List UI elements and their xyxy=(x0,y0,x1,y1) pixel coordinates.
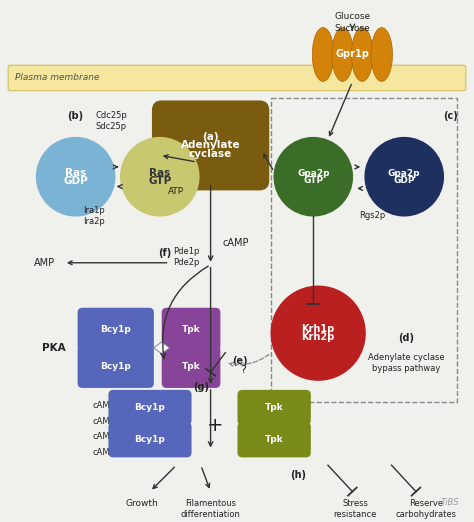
Circle shape xyxy=(271,286,365,380)
Text: cAMP: cAMP xyxy=(92,448,115,457)
Text: (g): (g) xyxy=(193,382,209,392)
Text: Adenylate cyclase
bypass pathway: Adenylate cyclase bypass pathway xyxy=(368,353,445,373)
FancyBboxPatch shape xyxy=(8,65,466,91)
Text: Ira1p
Ira2p: Ira1p Ira2p xyxy=(83,206,105,226)
Text: AMP: AMP xyxy=(34,258,55,268)
FancyBboxPatch shape xyxy=(109,422,191,457)
Text: (e): (e) xyxy=(232,355,248,365)
Text: Tpk: Tpk xyxy=(265,403,283,412)
Text: ATP: ATP xyxy=(168,187,184,196)
Text: (b): (b) xyxy=(68,111,84,121)
Text: Filamentous
differentiation: Filamentous differentiation xyxy=(181,500,240,519)
Text: Gpa2p: Gpa2p xyxy=(388,169,420,177)
Text: TiBS: TiBS xyxy=(441,498,459,507)
Circle shape xyxy=(274,138,352,216)
Text: cAMP: cAMP xyxy=(92,432,115,441)
Text: Krh1p: Krh1p xyxy=(301,324,335,334)
FancyBboxPatch shape xyxy=(162,308,220,351)
Text: Rgs2p: Rgs2p xyxy=(359,211,385,220)
FancyBboxPatch shape xyxy=(78,308,154,351)
Bar xyxy=(271,99,457,401)
Text: Bcy1p: Bcy1p xyxy=(100,362,131,371)
Text: GTP: GTP xyxy=(148,176,172,186)
Text: GDP: GDP xyxy=(393,176,415,185)
Text: Cdc25p
Sdc25p: Cdc25p Sdc25p xyxy=(95,111,127,131)
Text: Ras: Ras xyxy=(65,168,86,177)
Text: (h): (h) xyxy=(291,470,307,480)
Text: (a): (a) xyxy=(202,132,219,141)
Text: Gpa2p: Gpa2p xyxy=(297,169,329,177)
Text: GTP: GTP xyxy=(303,176,323,185)
Text: Gpr1p: Gpr1p xyxy=(336,50,369,60)
Ellipse shape xyxy=(312,28,334,81)
Text: Pde1p
Pde2p: Pde1p Pde2p xyxy=(173,247,200,267)
Text: cAMP: cAMP xyxy=(222,238,249,248)
Text: cyclase: cyclase xyxy=(189,149,232,159)
FancyBboxPatch shape xyxy=(237,422,311,457)
Text: Reserve
carbohydrates: Reserve carbohydrates xyxy=(395,500,456,519)
Text: Bcy1p: Bcy1p xyxy=(135,403,165,412)
Ellipse shape xyxy=(351,28,373,81)
FancyBboxPatch shape xyxy=(109,390,191,425)
Text: Bcy1p: Bcy1p xyxy=(135,435,165,444)
Text: Tpk: Tpk xyxy=(265,435,283,444)
Text: ?: ? xyxy=(240,365,246,375)
Text: Tpk: Tpk xyxy=(182,325,201,334)
Text: cAMP: cAMP xyxy=(92,417,115,425)
FancyBboxPatch shape xyxy=(152,100,269,191)
Polygon shape xyxy=(154,342,170,354)
Text: Bcy1p: Bcy1p xyxy=(100,325,131,334)
Text: Plasma membrane: Plasma membrane xyxy=(15,74,100,82)
Text: +: + xyxy=(207,416,224,435)
Circle shape xyxy=(36,138,115,216)
Ellipse shape xyxy=(371,28,392,81)
Text: cAMP: cAMP xyxy=(92,401,115,410)
FancyBboxPatch shape xyxy=(162,345,220,388)
Text: PKA: PKA xyxy=(42,343,66,353)
Text: Stress
resistance: Stress resistance xyxy=(334,500,377,519)
Text: Growth: Growth xyxy=(126,500,158,508)
Text: Krh2p: Krh2p xyxy=(301,332,335,342)
Text: (d): (d) xyxy=(398,333,414,343)
Circle shape xyxy=(365,138,443,216)
Ellipse shape xyxy=(332,28,354,81)
Circle shape xyxy=(120,138,199,216)
Text: Glucose
Sucrose: Glucose Sucrose xyxy=(334,13,371,32)
Text: Adenylate: Adenylate xyxy=(181,140,240,150)
Text: GDP: GDP xyxy=(63,176,88,186)
Text: Ras: Ras xyxy=(149,168,170,177)
Text: (c): (c) xyxy=(443,111,457,121)
FancyBboxPatch shape xyxy=(237,390,311,425)
Text: (f): (f) xyxy=(158,248,171,258)
FancyBboxPatch shape xyxy=(78,345,154,388)
Text: Tpk: Tpk xyxy=(182,362,201,371)
